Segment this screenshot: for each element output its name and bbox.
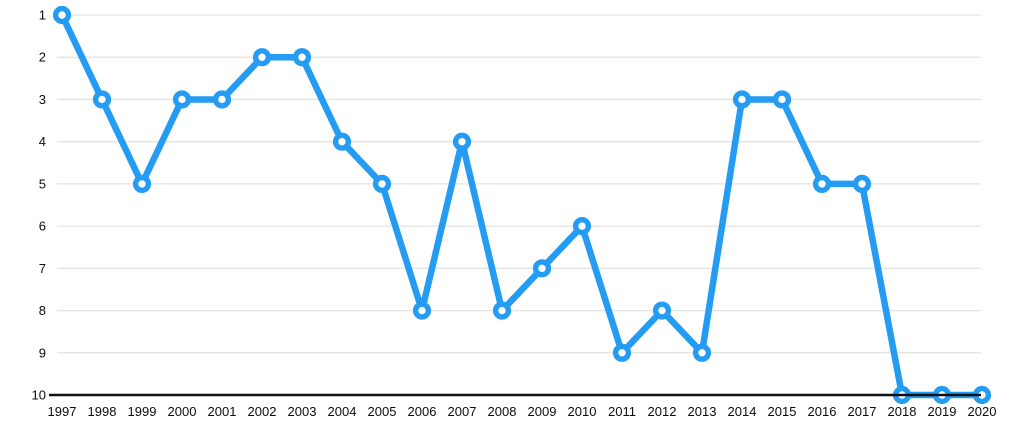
x-tick-label: 2016 bbox=[808, 404, 837, 419]
data-point-marker bbox=[332, 132, 352, 151]
y-tick-label: 6 bbox=[39, 219, 46, 234]
data-point-marker bbox=[772, 90, 792, 109]
data-point-marker bbox=[812, 174, 832, 193]
x-tick-label: 2005 bbox=[368, 404, 397, 419]
x-tick-label: 2011 bbox=[608, 404, 636, 419]
x-tick-label: 2018 bbox=[888, 404, 917, 419]
data-point-marker bbox=[132, 174, 152, 193]
x-tick-label: 2006 bbox=[408, 404, 437, 419]
x-tick-label: 2013 bbox=[688, 404, 717, 419]
x-tick-label: 2019 bbox=[928, 404, 957, 419]
y-tick-label: 1 bbox=[39, 8, 46, 23]
x-tick-label: 1999 bbox=[128, 404, 157, 419]
data-point-marker bbox=[612, 343, 632, 362]
data-point-marker bbox=[452, 132, 472, 151]
x-tick-label: 2009 bbox=[528, 404, 557, 419]
x-tick-label: 2012 bbox=[648, 404, 677, 419]
x-tick-label: 2004 bbox=[328, 404, 357, 419]
x-tick-label: 2015 bbox=[768, 404, 797, 419]
y-tick-label: 4 bbox=[39, 134, 46, 149]
data-point-marker bbox=[372, 174, 392, 193]
y-tick-label: 9 bbox=[39, 345, 46, 360]
data-point-marker bbox=[732, 90, 752, 109]
data-point-marker bbox=[172, 90, 192, 109]
x-tick-label: 2001 bbox=[208, 404, 237, 419]
data-point-marker bbox=[652, 301, 672, 320]
data-point-marker bbox=[252, 48, 272, 67]
x-tick-label: 2008 bbox=[488, 404, 517, 419]
data-point-marker bbox=[52, 5, 72, 25]
data-point-marker bbox=[412, 301, 432, 320]
x-tick-label: 2000 bbox=[168, 404, 197, 419]
y-tick-label: 10 bbox=[32, 388, 46, 403]
y-tick-label: 2 bbox=[39, 50, 46, 65]
y-tick-label: 8 bbox=[39, 303, 46, 318]
data-point-marker bbox=[212, 90, 232, 109]
x-tick-label: 2010 bbox=[568, 404, 597, 419]
x-tick-label: 2007 bbox=[448, 404, 477, 419]
data-point-marker bbox=[292, 48, 312, 67]
data-point-marker bbox=[572, 217, 592, 236]
data-point-marker bbox=[492, 301, 512, 320]
x-tick-label: 2017 bbox=[848, 404, 877, 419]
y-tick-label: 7 bbox=[39, 261, 46, 276]
data-point-marker bbox=[92, 90, 112, 109]
x-tick-label: 2002 bbox=[248, 404, 277, 419]
data-point-marker bbox=[692, 343, 712, 362]
y-tick-label: 3 bbox=[39, 92, 46, 107]
x-tick-label: 2003 bbox=[288, 404, 317, 419]
data-point-marker bbox=[852, 174, 872, 193]
x-tick-label: 2020 bbox=[968, 404, 997, 419]
x-tick-label: 2014 bbox=[728, 404, 757, 419]
y-tick-label: 5 bbox=[39, 176, 46, 191]
x-tick-label: 1997 bbox=[48, 404, 77, 419]
data-point-marker bbox=[532, 259, 552, 278]
line-series bbox=[58, 11, 986, 399]
x-tick-label: 1998 bbox=[88, 404, 117, 419]
